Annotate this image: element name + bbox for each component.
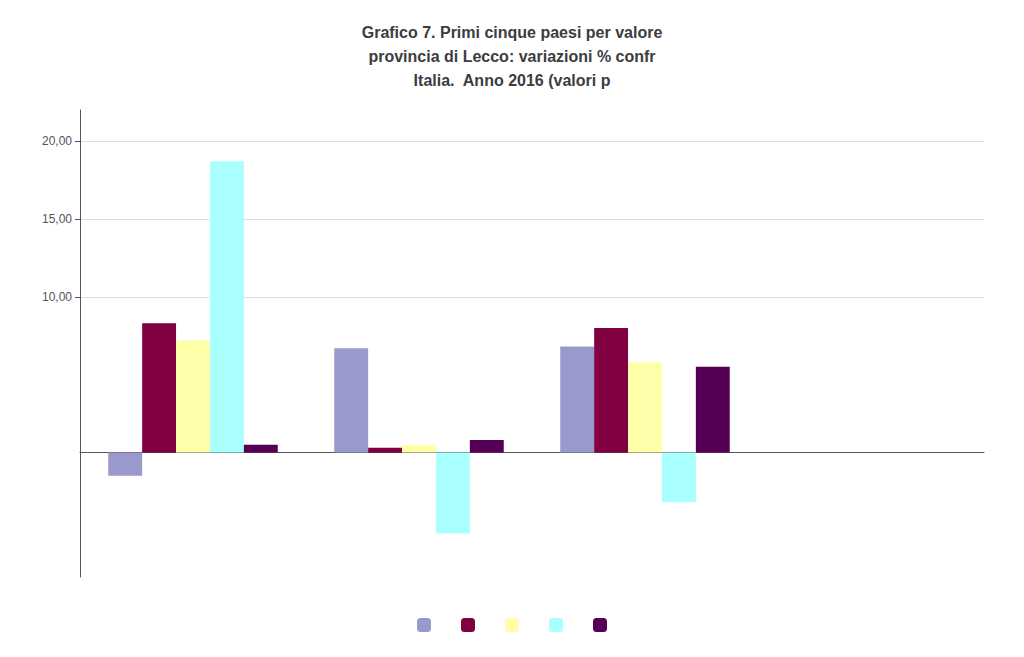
svg-text:Grafico 7. Primi cinque paesi: Grafico 7. Primi cinque paesi per valore	[362, 24, 663, 41]
svg-text:10,00: 10,00	[42, 290, 72, 304]
svg-text:15,00: 15,00	[42, 212, 72, 226]
svg-text:provincia di Lecco: variazioni: provincia di Lecco: variazioni % confr	[368, 48, 655, 65]
svg-text:Italia. Anno 2016 (valori p: Italia. Anno 2016 (valori p	[414, 72, 611, 89]
svg-text:20,00: 20,00	[42, 134, 72, 148]
